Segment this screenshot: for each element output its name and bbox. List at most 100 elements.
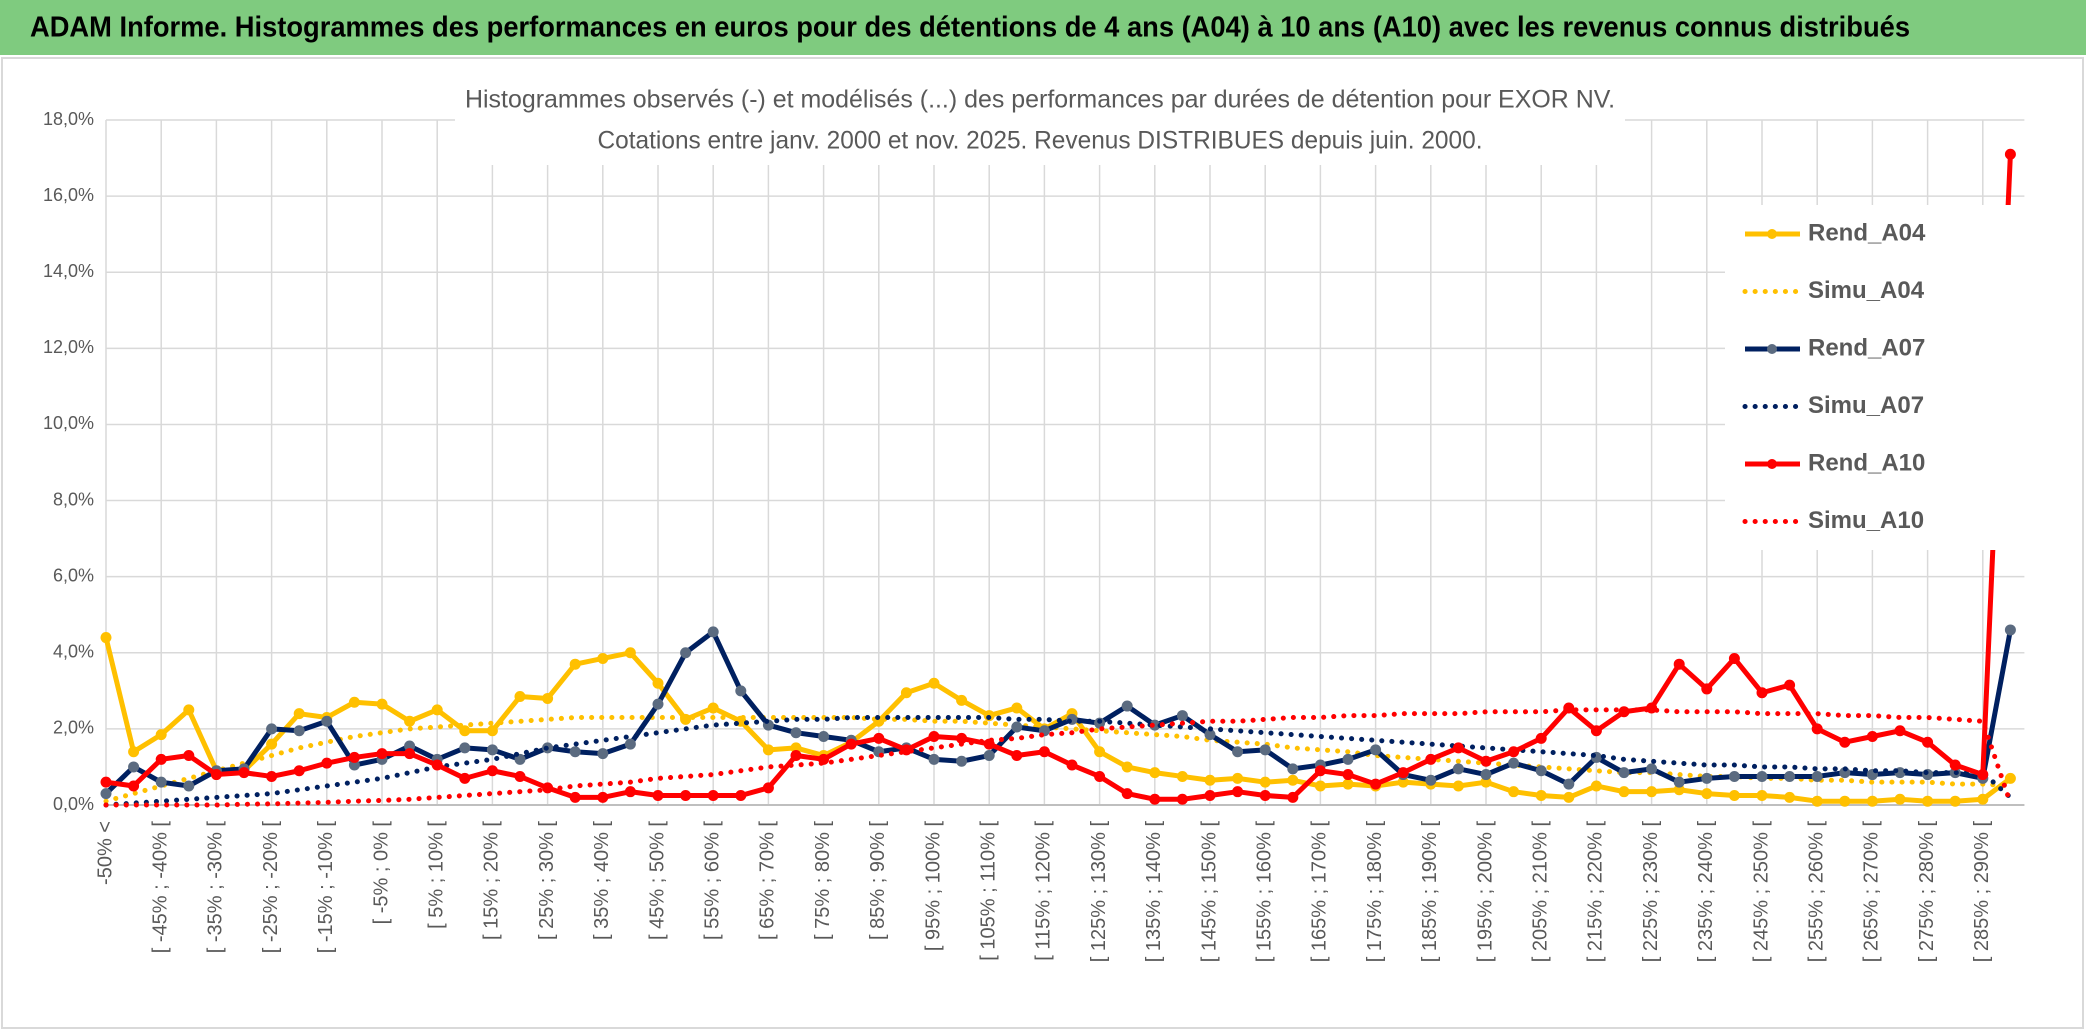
- chart-frame: [1, 57, 2084, 1029]
- data-point: [266, 738, 278, 750]
- data-point: [1673, 776, 1685, 788]
- data-point: [1370, 744, 1382, 756]
- data-point: [1342, 769, 1354, 781]
- data-point: [569, 746, 581, 758]
- data-point: [542, 692, 554, 704]
- data-point: [1894, 793, 1906, 805]
- data-point: [1618, 767, 1630, 779]
- data-point: [790, 727, 802, 739]
- data-point: [1508, 757, 1520, 769]
- data-point: [321, 715, 333, 727]
- data-point: [2004, 772, 2016, 784]
- x-tick-label: [ 155% ; 160% [: [1253, 821, 1275, 963]
- y-tick-label: 0,0%: [53, 794, 94, 814]
- data-point: [155, 753, 167, 765]
- x-tick-label: [ 275% ; 280% [: [1916, 821, 1938, 963]
- data-point: [1038, 746, 1050, 758]
- data-point: [348, 696, 360, 708]
- data-point: [348, 751, 360, 763]
- data-point: [183, 704, 195, 716]
- data-point: [762, 744, 774, 756]
- data-point: [266, 723, 278, 735]
- data-point: [1176, 793, 1188, 805]
- data-point: [1425, 774, 1437, 786]
- data-point: [155, 776, 167, 788]
- data-point: [1839, 736, 1851, 748]
- data-point: [624, 647, 636, 659]
- data-point: [1508, 786, 1520, 798]
- y-tick-label: 2,0%: [53, 718, 94, 738]
- data-point: [1314, 765, 1326, 777]
- x-tick-label: [ 255% ; 260% [: [1805, 821, 1827, 963]
- data-point: [376, 698, 388, 710]
- legend-label: Rend_A10: [1808, 449, 1925, 476]
- data-point: [1563, 791, 1575, 803]
- y-tick-label: 12,0%: [43, 337, 94, 357]
- data-point: [100, 632, 112, 644]
- data-point: [707, 702, 719, 714]
- data-point: [1618, 786, 1630, 798]
- data-point: [1590, 780, 1602, 792]
- y-tick-label: 8,0%: [53, 489, 94, 509]
- data-point: [1259, 744, 1271, 756]
- x-tick-label: [ 5% ; 10% [: [425, 821, 447, 929]
- header-title: ADAM Informe. Histogrammes des performan…: [30, 12, 1910, 44]
- y-tick-label: 4,0%: [53, 642, 94, 662]
- data-point: [431, 759, 443, 771]
- data-point: [238, 767, 250, 779]
- data-point: [1094, 770, 1106, 782]
- data-point: [818, 731, 830, 742]
- data-point: [1866, 731, 1878, 742]
- data-point: [128, 761, 140, 773]
- data-point: [431, 704, 443, 716]
- x-tick-label: [ 55% ; 60% [: [701, 821, 723, 940]
- data-point: [514, 753, 526, 765]
- data-point: [624, 738, 636, 750]
- data-point: [486, 744, 498, 756]
- data-point: [1563, 778, 1575, 790]
- data-point: [183, 750, 195, 762]
- data-point: [1452, 780, 1464, 792]
- y-tick-label: 14,0%: [43, 261, 94, 281]
- legend-label: Simu_A04: [1808, 277, 1925, 304]
- data-point: [100, 776, 112, 788]
- data-point: [486, 765, 498, 777]
- data-point: [1425, 753, 1437, 765]
- data-point: [128, 780, 140, 792]
- data-point: [1287, 791, 1299, 803]
- data-point: [1452, 763, 1464, 775]
- data-point: [1066, 759, 1078, 771]
- data-point: [928, 677, 940, 689]
- data-point: [486, 725, 498, 737]
- data-point: [1977, 769, 1989, 781]
- x-tick-label: [ 245% ; 250% [: [1750, 821, 1772, 963]
- data-point: [459, 742, 471, 754]
- data-point: [1397, 767, 1409, 779]
- data-point: [1701, 788, 1713, 800]
- data-point: [1287, 763, 1299, 775]
- data-point: [1342, 753, 1354, 765]
- x-tick-label: [ 185% ; 190% [: [1419, 821, 1441, 963]
- x-tick-label: [ 35% ; 40% [: [591, 821, 613, 940]
- data-point: [1094, 746, 1106, 758]
- data-point: [1121, 788, 1133, 800]
- legend-marker: [1767, 229, 1777, 239]
- legend-marker: [1767, 344, 1777, 354]
- x-tick-label: [ 225% ; 230% [: [1640, 821, 1662, 963]
- data-point: [1673, 658, 1685, 670]
- series-line: [103, 714, 2013, 804]
- data-point: [1894, 725, 1906, 737]
- data-point: [1176, 770, 1188, 782]
- data-point: [266, 770, 278, 782]
- x-tick-label: [ -25% ; -20% [: [260, 821, 282, 954]
- data-point: [652, 677, 664, 689]
- x-tick-label: [ 235% ; 240% [: [1695, 821, 1717, 963]
- data-point: [1701, 683, 1713, 695]
- x-tick-label: [ 175% ; 180% [: [1364, 821, 1386, 963]
- data-point: [1149, 793, 1161, 805]
- data-point: [1977, 793, 1989, 805]
- data-point: [2004, 624, 2016, 636]
- data-point: [928, 731, 940, 742]
- data-point: [956, 694, 968, 706]
- data-point: [983, 750, 995, 762]
